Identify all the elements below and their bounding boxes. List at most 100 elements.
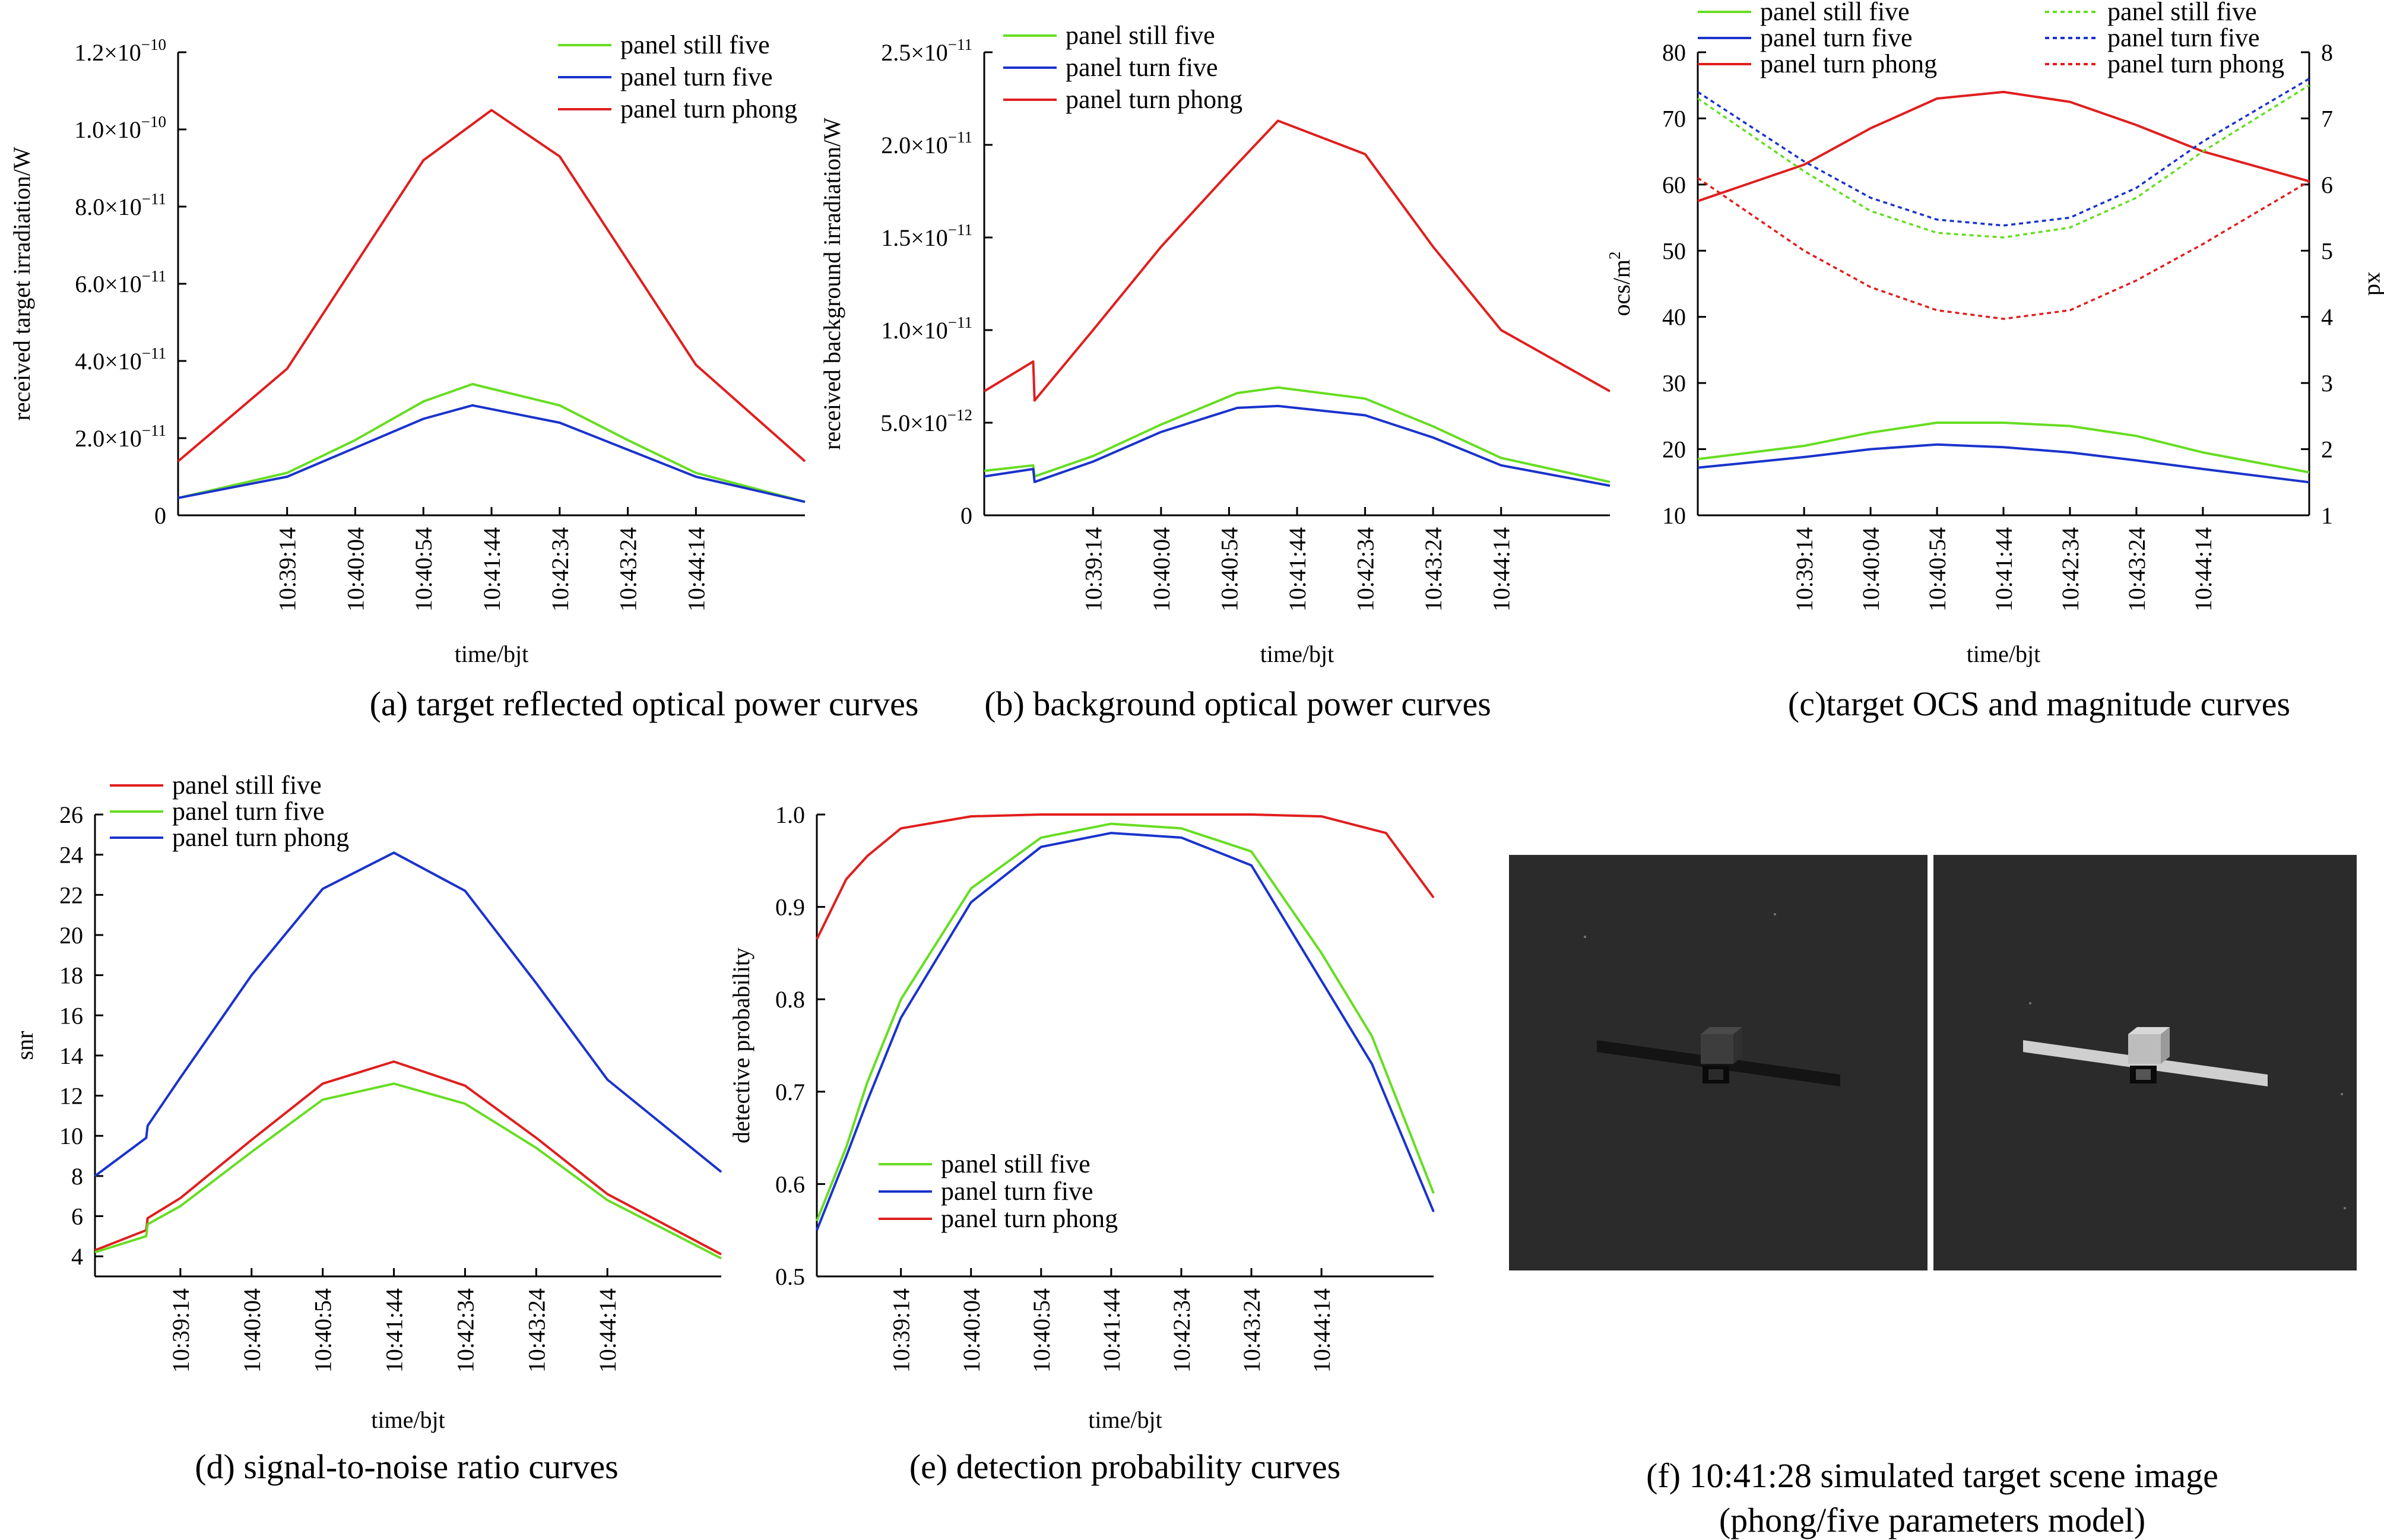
x-axis-label: time/bjt (1088, 1406, 1162, 1433)
y-tick-label: 1.0 (775, 801, 805, 828)
legend-label: panel turn five (941, 1177, 1093, 1206)
x-tick-label: 10:40:54 (1924, 527, 1951, 611)
x-tick-label: 10:39:14 (167, 1288, 194, 1373)
x-tick-label: 10:44:14 (2190, 527, 2217, 611)
legend-label: panel turn phong (1760, 49, 1937, 78)
star-dot (2029, 1002, 2031, 1005)
satellite-body-top-bright (2128, 1027, 2170, 1034)
chart-c: 10 20 30 40 50 60 70 80 1 2 3 4 5 6 7 8 10:39:14 10:40:04… (1606, 0, 2384, 723)
y-tick-label: 1.0×10−10 (74, 113, 166, 143)
series-line-e-1 (816, 832, 1435, 1231)
y-tick-label: 20 (1662, 436, 1686, 463)
y-tick-label: 6 (71, 1203, 83, 1230)
y-tick-label: 18 (59, 962, 83, 989)
y-tick-label: 12 (59, 1083, 83, 1110)
y-tick-label: 30 (1662, 370, 1686, 397)
caption-f-line1: (f) 10:41:28 simulated target scene imag… (1646, 1456, 2218, 1495)
y-tick-label: 4 (71, 1243, 83, 1270)
caption-b: (b) background optical power curves (984, 685, 1491, 723)
y2-tick-label: 8 (2321, 39, 2333, 66)
series-line-a-0 (177, 383, 806, 503)
series-line-a-2 (177, 109, 806, 462)
satellite-body-bright (2128, 1034, 2161, 1064)
x-tick-label: 10:40:54 (1028, 1288, 1055, 1373)
x-tick-label: 10:40:04 (1857, 527, 1884, 611)
series-line-e-2 (816, 813, 1435, 940)
x-axis-label: time/bjt (455, 641, 528, 667)
legend-label: panel still five (1066, 21, 1215, 50)
satellite-dark (1597, 1027, 1840, 1086)
x-tick-label: 10:39:14 (1080, 527, 1107, 611)
y-axis-label: received target irradiation/W (8, 147, 35, 420)
series-line-c-0 (1697, 422, 2310, 474)
y2-tick-label: 3 (2321, 370, 2333, 397)
legend-label: panel turn five (1066, 53, 1218, 82)
legend-label: panel still five (172, 771, 322, 800)
y-tick-label: 40 (1662, 304, 1686, 331)
y-tick-label: 6.0×10−11 (75, 267, 166, 297)
y-tick-label: 0.8 (775, 986, 805, 1013)
star-dot (1774, 913, 1776, 915)
x-tick-label: 10:43:24 (2123, 527, 2150, 611)
legend-label: panel still five (941, 1149, 1090, 1178)
y-tick-label: 8 (71, 1163, 83, 1190)
x-tick-label: 10:41:44 (1284, 527, 1311, 611)
series-line-c-5 (1697, 177, 2310, 320)
legend-label: panel turn phong (2107, 49, 2284, 78)
y-axis-label: received background irradiation/W (819, 118, 845, 450)
caption-d: (d) signal-to-noise ratio curves (195, 1447, 619, 1486)
satellite-body-dark (1701, 1034, 1733, 1064)
y-tick-label: 10 (59, 1123, 83, 1149)
x-tick-label: 10:42:34 (1168, 1288, 1195, 1373)
y-tick-label: 0 (154, 502, 166, 529)
x-tick-label: 10:42:34 (547, 527, 573, 611)
caption-c: (c)target OCS and magnitude curves (1788, 685, 2290, 723)
y-tick-label: 1.5×10−11 (881, 221, 972, 251)
legend-label: panel turn phong (620, 94, 797, 123)
y-tick-label: 2.5×10−11 (881, 36, 972, 66)
legend-label: panel still five (2107, 0, 2257, 26)
y-tick-label: 80 (1662, 39, 1686, 66)
star-dot (1584, 936, 1586, 938)
series-line-d-1 (94, 1082, 722, 1260)
y-tick-label: 0.7 (775, 1079, 805, 1105)
charts: 0 2.0×10−11 4.0×10−11 6.0×10−11 8.0×10−11 1.0… (8, 0, 2384, 1486)
y-tick-label: 26 (59, 801, 83, 828)
satellite-bright (2023, 1027, 2268, 1086)
y-axis-label: detective probability (728, 948, 754, 1143)
y-tick-label: 8.0×10−11 (75, 190, 166, 220)
caption-a: (a) target reflected optical power curve… (370, 685, 919, 723)
y2-tick-label: 1 (2321, 502, 2333, 529)
chart-b: 0 5.0×10−12 1.0×10−11 1.5×10−11 2.0×10−11 2.5… (819, 21, 1611, 723)
y2-tick-label: 5 (2321, 237, 2333, 264)
series-line-c-1 (1697, 443, 2310, 484)
y-axis-label: snr (11, 1031, 38, 1060)
series-line-b-2 (983, 119, 1611, 402)
x-tick-label: 10:44:14 (594, 1288, 621, 1373)
y-tick-label: 14 (59, 1042, 83, 1069)
legend-label: panel still five (1760, 0, 1910, 26)
series-line-b-1 (984, 404, 1611, 487)
y-axis-label: ocs/m2 (1606, 251, 1635, 316)
y-tick-label: 70 (1662, 105, 1686, 132)
x-tick-label: 10:40:54 (1216, 527, 1242, 611)
satellite-base-hole-bright (2136, 1069, 2151, 1080)
chart-a: 0 2.0×10−11 4.0×10−11 6.0×10−11 8.0×10−11 1.0… (8, 30, 918, 723)
x-tick-label: 10:40:04 (958, 1288, 985, 1373)
y-tick-label: 0 (960, 502, 972, 529)
satellite-base-hole-dark (1708, 1069, 1723, 1080)
x-tick-label: 10:41:44 (1990, 527, 2017, 611)
x-tick-label: 10:40:04 (1148, 527, 1175, 611)
x-tick-label: 10:41:44 (381, 1288, 408, 1373)
x-tick-label: 10:40:54 (410, 527, 437, 611)
caption-f-line2: (phong/five parameters model) (1719, 1501, 2145, 1539)
x-tick-label: 10:40:04 (239, 1288, 265, 1373)
caption-e: (e) detection probability curves (909, 1447, 1340, 1486)
satellite-body-side-bright (2161, 1027, 2170, 1064)
y-tick-label: 0.9 (775, 894, 805, 921)
x-axis-label: time/bjt (371, 1406, 445, 1433)
x-tick-label: 10:39:14 (888, 1288, 915, 1373)
series-line-a-1 (177, 404, 806, 503)
legend-label: panel turn phong (941, 1204, 1118, 1233)
